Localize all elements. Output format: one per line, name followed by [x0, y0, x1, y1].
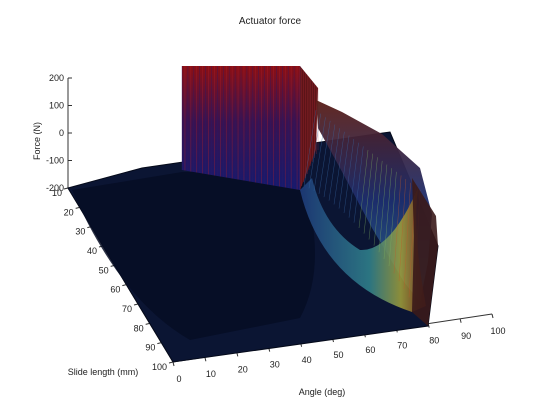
surface-curved-band: [300, 178, 426, 312]
surface-far-edge: [412, 178, 438, 326]
y-tick-mark: [168, 361, 174, 364]
y-tick-mark: [157, 342, 162, 345]
x-tick-label: 80: [429, 336, 439, 346]
band-mesh-line: [353, 146, 364, 223]
x-tick-label: 30: [270, 360, 280, 370]
y-tick-mark: [75, 206, 80, 209]
y-tick-label: 60: [110, 285, 120, 295]
band-mesh-line: [348, 142, 359, 218]
y-tick-label: 90: [145, 343, 155, 353]
x-tick-label: 90: [461, 331, 471, 341]
z-tick-label: -100: [46, 156, 64, 166]
y-tick-label: 40: [87, 246, 97, 256]
z-tick-label: -200: [46, 183, 64, 193]
y-tick-mark: [63, 187, 69, 190]
band-mesh-line: [313, 117, 326, 191]
band-mesh-line: [378, 164, 388, 253]
y-tick-mark: [122, 284, 127, 287]
x-tick-label: 20: [238, 364, 248, 374]
band-mesh-line: [323, 124, 336, 198]
x-tick-label: 70: [397, 340, 407, 350]
y-tick-label: 20: [64, 207, 74, 217]
band-mesh-line: [318, 120, 331, 194]
x-tick-label: 60: [365, 345, 375, 355]
y-tick-label: 10: [52, 188, 62, 198]
axis-ticks: 0 10 20 30 40 50 60 70 80 90 100102030405060708090…: [46, 73, 506, 384]
surface: [67, 66, 439, 363]
y-tick-mark: [145, 322, 150, 325]
x-tick-label: 0: [176, 374, 181, 384]
z-axis-label: Force (N): [32, 122, 42, 160]
band-mesh-line: [358, 149, 369, 229]
band-mesh-line: [373, 160, 383, 246]
x-tick-label: 40: [302, 355, 312, 365]
band-mesh-line: [388, 171, 397, 267]
band-mesh-line: [398, 179, 407, 282]
band-mesh-line: [368, 157, 378, 240]
z-tick-label: 100: [49, 101, 64, 111]
x-tick-mark: [491, 313, 494, 319]
band-mesh-line: [308, 113, 321, 189]
chart-title: Actuator force: [239, 16, 302, 27]
band-mesh-line: [403, 182, 411, 290]
y-axis-label: Slide length (mm): [68, 367, 139, 377]
y-tick-label: 100: [152, 362, 167, 372]
surface-plateau-shadow: [72, 172, 315, 340]
x-tick-label: 100: [490, 326, 505, 336]
band-mesh-line: [333, 131, 345, 205]
band-mesh-line: [383, 168, 392, 260]
x-tick-label: 50: [333, 350, 343, 360]
y-tick-label: 80: [134, 323, 144, 333]
y-tick-label: 50: [99, 265, 109, 275]
x-tick-mark: [172, 361, 175, 367]
z-tick-label: 200: [49, 73, 64, 83]
band-mesh-line: [393, 175, 402, 274]
band-mesh-line: [328, 128, 340, 201]
y-tick-mark: [133, 303, 139, 306]
z-tick-label: 0: [59, 128, 64, 138]
band-mesh-line: [343, 139, 355, 214]
band-mesh-line: [363, 153, 373, 234]
y-tick-label: 30: [75, 227, 85, 237]
x-tick-label: 10: [206, 369, 216, 379]
x-tick-mark: [459, 318, 462, 323]
y-tick-label: 70: [122, 304, 132, 314]
x-axis-label: Angle (deg): [299, 387, 346, 397]
band-mesh-line: [303, 109, 317, 187]
band-mesh-line: [338, 135, 350, 209]
